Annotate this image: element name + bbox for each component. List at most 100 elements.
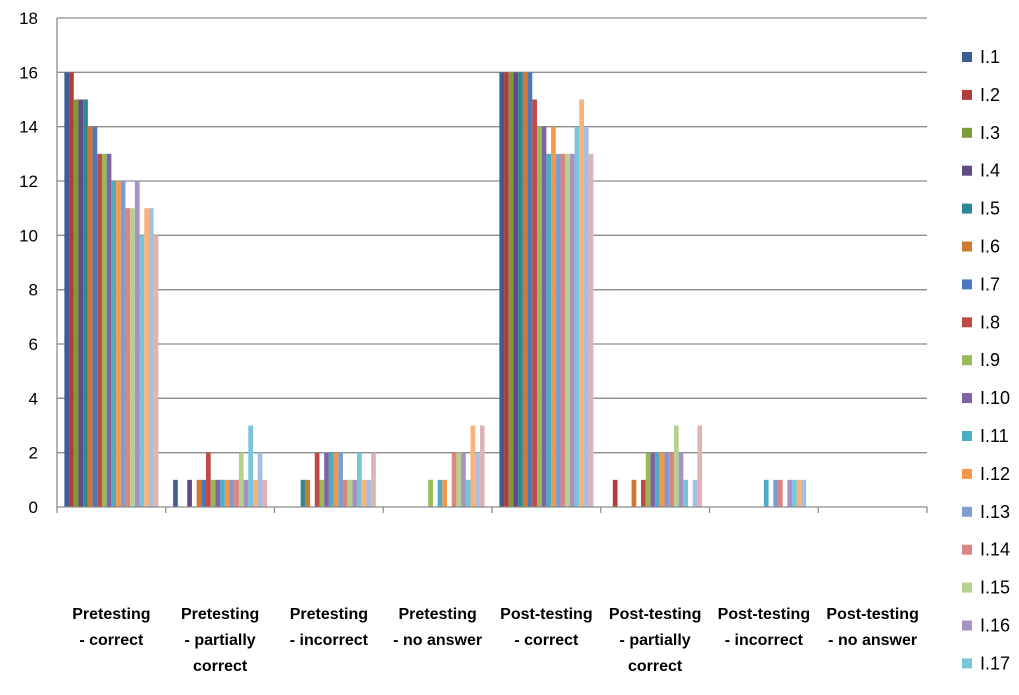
legend-swatch [962,127,972,138]
bar-I13-0 [120,181,126,507]
bar-I18-0 [144,208,149,507]
bar-I12-2 [333,452,339,507]
x-category-label: Pretesting [72,606,150,623]
x-category-label: - correct [79,632,144,649]
bar-I13-6 [773,479,778,507]
bar-I10-1 [215,479,221,507]
x-category-label: - no answer [828,632,917,649]
bar-I7-4 [527,72,533,507]
legend-swatch [962,279,972,290]
legend-swatch [962,203,972,214]
bar-I11-6 [763,479,769,507]
legend-swatch [962,431,972,441]
legend-label: I.16 [980,616,1010,636]
bar-I19-6 [801,479,807,507]
legend-swatch [962,355,972,366]
legend-swatch [962,89,972,100]
bar-I17-3 [465,479,471,507]
bar-I17-6 [792,479,797,507]
legend-label: I.12 [980,464,1010,484]
bar-I3-0 [73,99,79,507]
bar-I20-2 [371,452,376,507]
bar-I9-4 [536,126,542,508]
bar-I15-1 [238,452,244,507]
y-tick-label: 12 [19,172,38,191]
y-tick-label: 2 [29,444,38,463]
bar-I12-1 [224,479,230,507]
bar-I10-5 [650,452,656,507]
bar-I9-1 [210,479,216,507]
legend-label: I.1 [980,47,1000,67]
x-category-label: Pretesting [290,606,368,623]
bar-I16-5 [678,452,684,507]
bar-I9-2 [319,479,325,507]
bar-I10-0 [106,153,112,508]
legend-swatch [962,241,972,252]
legend-label: I.4 [980,161,1000,181]
bar-I1-0 [64,72,70,507]
bar-I15-2 [347,479,353,507]
bar-I16-4 [569,153,575,508]
bar-I18-1 [253,479,258,507]
bar-I9-5 [645,452,651,507]
bar-I17-4 [574,126,580,508]
y-tick-label: 10 [19,226,38,245]
bar-I8-5 [641,479,646,507]
legend-swatch [962,393,972,404]
bar-I18-2 [361,479,367,507]
bar-I12-4 [551,126,556,508]
legend-label: I.8 [980,312,1000,332]
bar-I10-4 [541,126,547,508]
x-category-label: correct [193,658,248,675]
legend-label: I.9 [980,350,1000,370]
bar-I17-2 [357,452,362,507]
bar-I11-5 [655,452,660,507]
bar-I17-5 [683,479,689,507]
y-tick-label: 0 [29,498,38,517]
bar-I16-6 [787,479,793,507]
bar-I6-1 [196,479,202,507]
x-category-label: - no answer [393,632,482,649]
bar-I19-2 [366,479,372,507]
bar-I10-2 [324,452,329,507]
legend: I.1 I.2 I.3 I.4 I.5 I.6 I.7 I.8 I.9 I.10 I.11 I.12 I… [962,47,1010,673]
bar-I7-1 [201,479,207,507]
bar-I15-3 [456,452,462,507]
legend-label: I.15 [980,578,1010,598]
bar-I6-4 [522,72,528,507]
bar-I18-6 [796,479,802,507]
bar-I20-4 [588,153,594,508]
bar-I1-4 [499,72,505,507]
bar-I13-4 [555,153,561,508]
bar-I4-1 [187,479,192,507]
x-category-label: - incorrect [290,632,369,649]
y-tick-label: 4 [29,389,38,408]
bar-I11-3 [437,479,443,507]
legend-label: I.2 [980,85,1000,105]
bar-I8-2 [314,452,320,507]
bar-I14-5 [669,452,674,507]
bar-I2-4 [504,72,509,507]
bar-I14-0 [125,208,131,507]
bar-I8-0 [97,153,102,508]
y-tick-label: 6 [29,335,38,354]
legend-swatch [962,620,972,631]
bar-I15-0 [130,208,135,507]
bar-I19-4 [583,126,589,508]
bar-I15-5 [673,425,679,507]
bar-I7-0 [92,126,98,508]
legend-swatch [962,165,972,176]
bar-I13-5 [664,452,670,507]
bar-I12-0 [116,181,121,507]
gridlines [57,17,927,454]
legend-swatch [962,544,972,555]
bar-I19-0 [148,208,154,507]
x-category-label: Post-testing [718,606,810,623]
y-tick-label: 18 [19,9,38,28]
bar-I6-5 [631,479,637,507]
bar-I1-1 [173,479,178,507]
x-category-label: - partially [620,632,691,649]
bar-I20-0 [153,235,159,508]
legend-label: I.3 [980,123,1000,143]
bar-I17-0 [139,235,145,508]
